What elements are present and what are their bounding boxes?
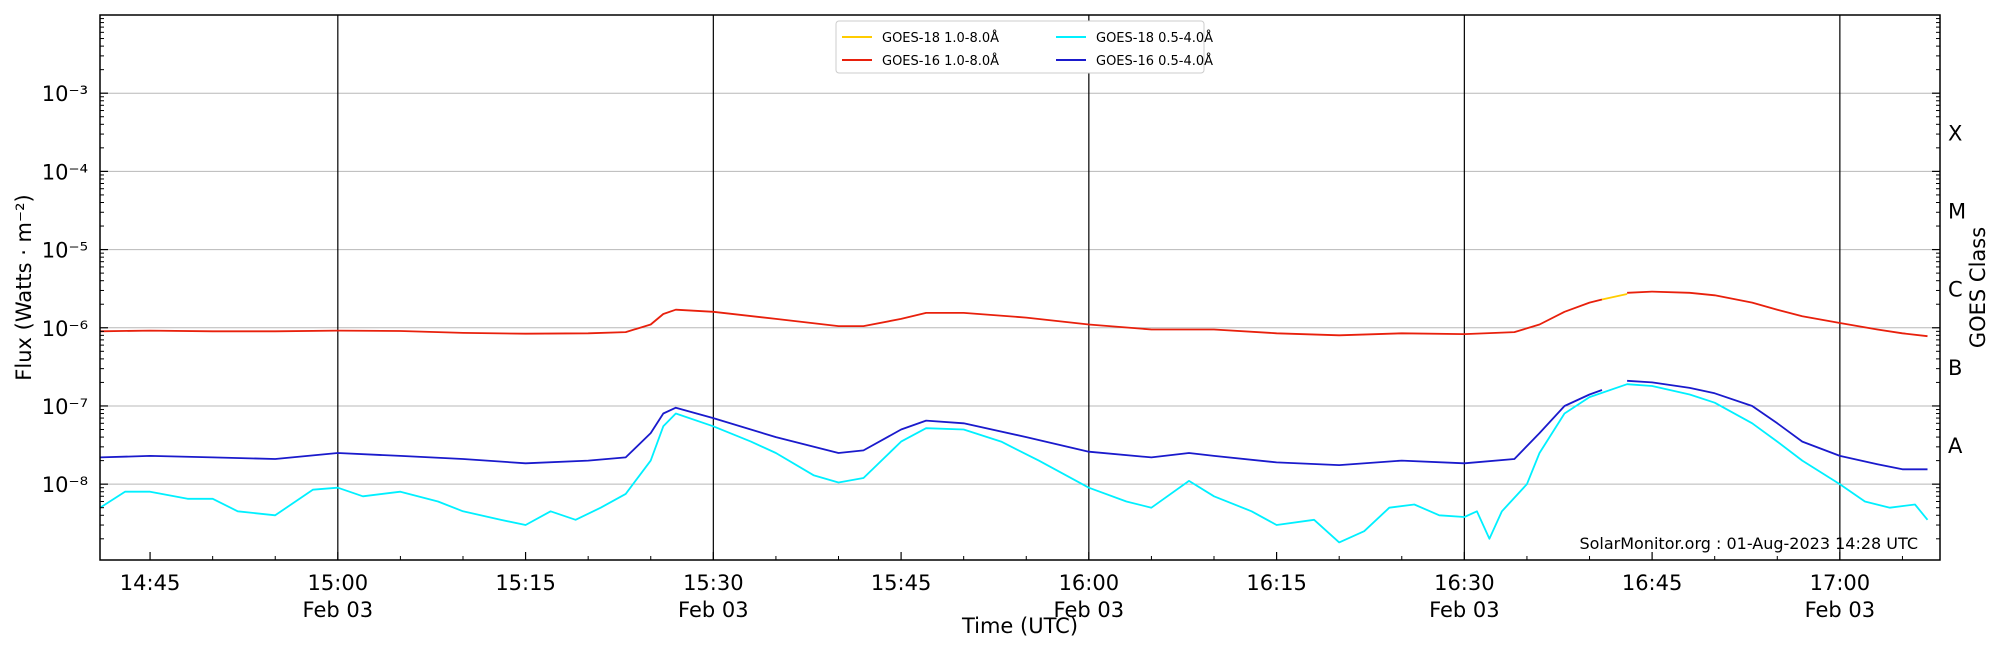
y-tick-label: 10⁻⁶ [42,317,88,341]
x-tick-label: 15:45 [871,571,932,595]
series-line [99,383,1929,544]
y-tick-labels: 10⁻³ 10⁻⁴ 10⁻⁵ 10⁻⁶ 10⁻⁷ 10⁻⁸ [42,82,88,497]
vertical-time-lines [337,15,1841,560]
legend: GOES-18 1.0-8.0Å GOES-16 1.0-8.0Å GOES-18 … [835,20,1213,74]
y-axis-title: Flux (Watts · m⁻²) [12,194,36,380]
x-date-label: Feb 03 [678,598,749,622]
x-date-label: Feb 03 [1054,598,1125,622]
x-date-label: Feb 03 [303,598,374,622]
x-tick-label: 16:45 [1622,571,1683,595]
legend-label: GOES-18 1.0-8.0Å [882,30,999,46]
series-line [1627,379,1928,471]
x-axis-title: Time (UTC) [961,614,1078,638]
grid-layer [100,92,1940,485]
x-tick-label: 14:45 [120,571,181,595]
x-date-label: Feb 03 [1805,598,1876,622]
credit-text: SolarMonitor.org : 01-Aug-2023 14:28 UTC [1579,534,1918,553]
legend-label: GOES-18 0.5-4.0Å [1096,30,1213,46]
series-line [99,298,1603,337]
series-line [1601,293,1628,301]
x-tick-label: 16:15 [1246,571,1307,595]
plot-frame [99,14,1941,561]
y-tick-label: 10⁻⁵ [42,239,88,263]
goes-class-label: B [1948,356,1962,380]
legend-items: GOES-18 1.0-8.0Å GOES-16 1.0-8.0Å GOES-18 … [842,30,1213,69]
tick-layer [100,18,1940,560]
x-tick-label: 17:00 [1810,571,1871,595]
x-tick-label: 15:30 [683,571,744,595]
goes-class-label: M [1948,199,1966,223]
x-tick-label: 16:00 [1059,571,1120,595]
series-line [99,389,1603,466]
legend-label: GOES-16 0.5-4.0Å [1096,53,1213,69]
x-tick-label: 15:00 [308,571,369,595]
legend-label: GOES-16 1.0-8.0Å [882,53,999,69]
goes-class-axis-title: GOES Class [1966,227,1990,348]
goes-class-label: X [1948,121,1962,145]
goes-class-label: A [1948,434,1963,458]
x-tick-label: 15:15 [495,571,556,595]
goes-class-label: C [1948,278,1963,302]
goes-class-labels: X M C B A [1948,121,1966,458]
y-tick-label: 10⁻⁷ [42,395,88,419]
x-tick-labels: 14:45 15:00 Feb 03 15:15 15:30 Feb 03 15:45 16:… [120,571,1875,622]
x-date-label: Feb 03 [1429,598,1500,622]
y-tick-label: 10⁻⁴ [42,160,88,184]
x-tick-label: 16:30 [1434,571,1495,595]
series-layer [99,290,1929,544]
y-tick-label: 10⁻⁸ [42,473,88,497]
series-line [1627,290,1928,338]
legend-box [835,20,1205,74]
y-tick-label: 10⁻³ [42,82,88,106]
